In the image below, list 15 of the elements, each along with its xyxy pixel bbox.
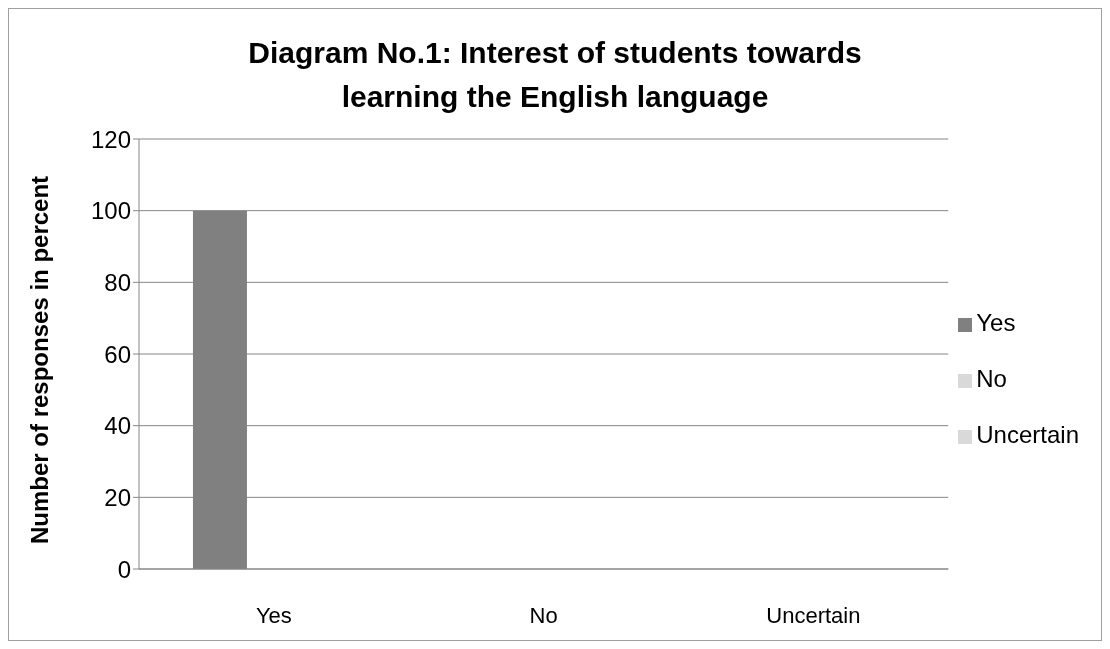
- legend-label: No: [976, 365, 1007, 392]
- y-tick-label: 120: [90, 125, 131, 153]
- x-tick-label: Uncertain: [766, 602, 861, 628]
- y-tick-label: 100: [90, 197, 131, 225]
- y-tick-label: 40: [104, 412, 131, 440]
- y-tick-label: 80: [104, 268, 131, 296]
- x-tick-label: No: [529, 602, 558, 628]
- y-tick-label: 20: [104, 483, 131, 511]
- chart-title: Diagram No.1: Interest of students towards learning the English language: [247, 35, 863, 115]
- y-tick-label: 60: [104, 340, 131, 368]
- y-axis-title: Number of responses in percent: [25, 175, 53, 544]
- legend-label: Yes: [976, 309, 1016, 336]
- legend-label: Uncertain: [976, 421, 1079, 448]
- x-tick-label: Yes: [255, 602, 292, 628]
- y-tick-label: 0: [117, 555, 131, 583]
